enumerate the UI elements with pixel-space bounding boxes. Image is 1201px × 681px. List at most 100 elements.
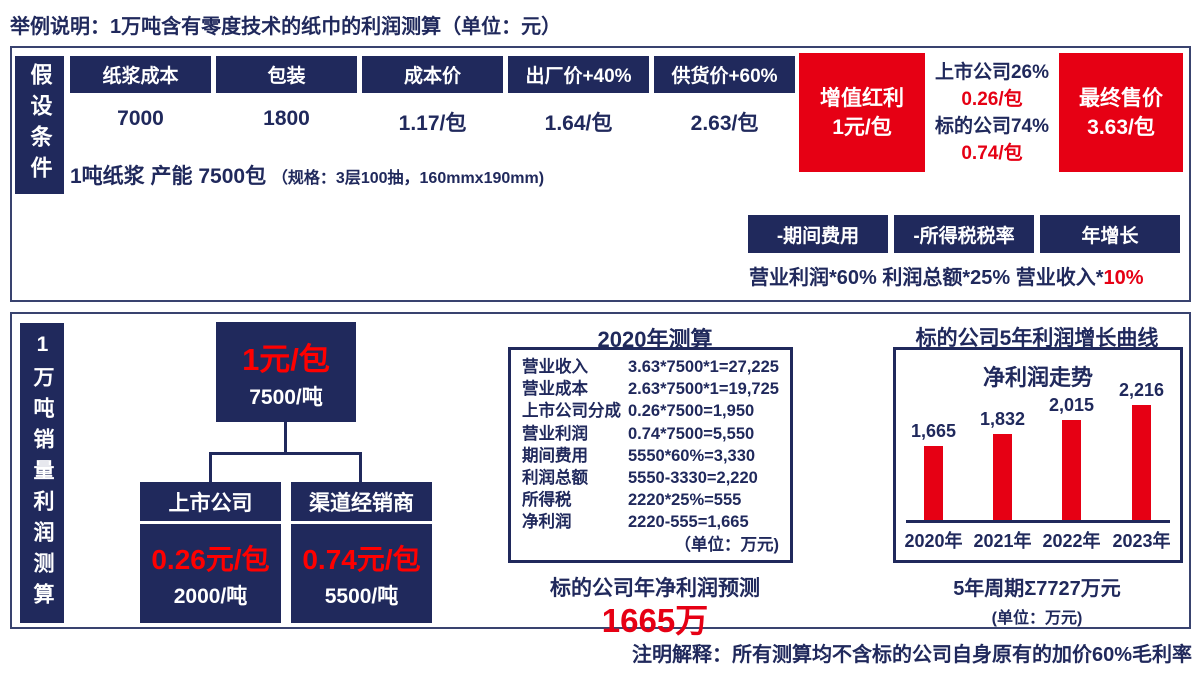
cost-column: 纸浆成本 7000 xyxy=(70,56,211,137)
calc-2020-table: 营业收入 3.63*7500*1=27,225 营业成本 2.63*7500*1=19… xyxy=(508,347,793,563)
cost-column-value: 7000 xyxy=(117,107,164,130)
assumptions-sidebar-label: 假设条件 xyxy=(15,56,64,194)
split-target-label: 标的公司74% xyxy=(934,115,1050,137)
capacity-spec: （规格：3层100抽，160mmx190mm) xyxy=(271,170,545,187)
calc-row-formula: 0.74*7500=5,550 xyxy=(628,424,755,443)
cost-column: 成本价 1.17/包 xyxy=(362,56,503,137)
deduction-box: -期间费用 xyxy=(748,215,888,253)
cost-column: 供货价+60% 2.63/包 xyxy=(654,56,795,137)
deduction-box: 年增长 xyxy=(1040,215,1180,253)
bonus-cell: 增值红利 1元/包 xyxy=(799,53,925,172)
cost-column-header: 供货价+60% xyxy=(654,56,795,93)
calc-row: 所得税 2220*25%=555 xyxy=(522,489,779,511)
calc-unit-note: （单位：万元) xyxy=(674,535,780,554)
cost-columns: 纸浆成本 7000 包装 1800 成本价 1.17/包 出厂价+40% 1.64/包 供货价+… xyxy=(70,56,795,137)
calc-row-formula: 2.63*7500*1=19,725 xyxy=(628,380,779,399)
deduction-box: -所得税税率 xyxy=(894,215,1034,253)
connector-drop-right xyxy=(359,452,362,484)
chart-bar xyxy=(993,434,1012,520)
calc-row-formula: 0.26*7500=1,950 xyxy=(628,402,755,421)
root-capacity: 7500/吨 xyxy=(249,385,323,409)
calc-row-formula: 3.63*7500*1=27,225 xyxy=(628,358,779,376)
org-child-body: 0.26元/包 2000/吨 xyxy=(140,524,281,623)
footnote: 注明解释：所有测算均不含标的公司自身原有的加价60%毛利率 xyxy=(631,644,1192,666)
final-price-label: 最终售价 xyxy=(1079,86,1163,110)
bonus-label: 增值红利 xyxy=(820,86,904,110)
chart-bar-value: 1,832 xyxy=(979,409,1026,429)
connector-bar xyxy=(209,452,362,455)
split-cell: 上市公司26% 0.26/包 标的公司74% 0.74/包 xyxy=(925,53,1059,172)
capacity-note: 1吨纸浆 产能 7500包 （规格：3层100抽，160mmx190mm) xyxy=(70,160,544,190)
calc-row-formula: 5550-3330=2,220 xyxy=(628,469,758,488)
org-child-box: 上市公司 0.26元/包 2000/吨 xyxy=(140,482,281,623)
calc-row: 净利润 2220-555=1,665 xyxy=(522,511,779,533)
calc-row-label: 期间费用 xyxy=(522,446,588,465)
org-child-body: 0.74元/包 5500/吨 xyxy=(291,524,432,623)
capacity-text: 1吨纸浆 产能 7500包 xyxy=(70,165,267,188)
calc-row-formula: 2220-555=1,665 xyxy=(628,513,749,532)
deduction-formula-text: 营业利润*60% 利润总额*25% 营业收入* xyxy=(749,267,1104,289)
calc-row: 利润总额 5550-3330=2,220 xyxy=(522,467,779,489)
chart-unit-note: (单位：万元) xyxy=(991,610,1083,627)
chart-title: 标的公司5年利润增长曲线 xyxy=(915,327,1159,350)
assumptions-section: 假设条件 纸浆成本 7000 包装 1800 成本价 1.17/包 出厂价+40% 1.64/… xyxy=(10,46,1191,302)
chart-year-label: 2021年 xyxy=(973,531,1032,551)
bonus-price-block: 增值红利 1元/包 上市公司26% 0.26/包 标的公司74% 0.74/包 … xyxy=(799,53,1183,172)
page-title: 举例说明：1万吨含有零度技术的纸巾的利润测算（单位：元） xyxy=(10,16,562,38)
bonus-value: 1元/包 xyxy=(832,115,892,139)
chart-bar xyxy=(924,446,943,520)
calc-row-label: 利润总额 xyxy=(522,469,588,488)
calc-row-label: 上市公司分成 xyxy=(522,402,621,421)
org-child-name: 上市公司 xyxy=(140,482,281,521)
calc-row-formula: 5550*60%=3,330 xyxy=(628,446,756,465)
forecast-label: 标的公司年净利润预测 xyxy=(550,577,760,600)
org-child-capacity: 2000/吨 xyxy=(173,584,248,608)
split-company-label: 上市公司26% xyxy=(934,61,1050,83)
deduction-boxes: -期间费用 -所得税税率 年增长 xyxy=(748,215,1180,253)
cost-column-value: 1.64/包 xyxy=(544,112,613,135)
chart-year-label: 2022年 xyxy=(1042,531,1101,551)
chart-bar-value: 2,216 xyxy=(1118,380,1165,400)
chart-x-axis xyxy=(906,520,1170,523)
connector-drop-left xyxy=(209,452,212,484)
calc-row-label: 净利润 xyxy=(522,513,572,532)
profit-model-section: 1万吨销量利润测算 1元/包 7500/吨 上市公司 0.26元/包 2000/吨 渠… xyxy=(10,312,1191,639)
calc-row-label: 所得税 xyxy=(522,491,572,510)
cost-column: 包装 1800 xyxy=(216,56,357,137)
chart-bar-value: 2,015 xyxy=(1048,395,1095,415)
calc-row: 营业利润 0.74*7500=5,550 xyxy=(522,423,779,445)
calc-row-formula: 2220*25%=555 xyxy=(628,491,742,510)
chart-year-label: 2023年 xyxy=(1112,531,1171,551)
calc-row-label: 营业收入 xyxy=(522,358,588,376)
root-price-box: 1元/包 7500/吨 xyxy=(216,322,356,422)
chart-sum-note: 5年周期Σ7727万元 xyxy=(953,578,1121,600)
chart-year-label: 2020年 xyxy=(904,531,963,551)
chart-bar xyxy=(1132,405,1151,520)
cost-column-value: 2.63/包 xyxy=(690,112,759,135)
final-price-value: 3.63/包 xyxy=(1087,115,1155,139)
cost-column: 出厂价+40% 1.64/包 xyxy=(508,56,649,137)
chart-inner-title: 净利润走势 xyxy=(982,365,1093,390)
org-child-box: 渠道经销商 0.74元/包 5500/吨 xyxy=(291,482,432,623)
chart-bar-value: 1,665 xyxy=(910,421,957,441)
calc-row-label: 营业成本 xyxy=(522,380,588,399)
split-target-value: 0.74/包 xyxy=(961,142,1023,164)
chart-bar xyxy=(1062,420,1081,520)
model-sidebar-label: 1万吨销量利润测算 xyxy=(20,323,64,623)
root-price: 1元/包 xyxy=(242,341,330,377)
org-child-capacity: 5500/吨 xyxy=(324,584,399,608)
cost-column-value: 1.17/包 xyxy=(398,112,467,135)
forecast-value: 1665万 xyxy=(601,602,709,639)
calc-row: 期间费用 5550*60%=3,330 xyxy=(522,445,779,467)
split-company-value: 0.26/包 xyxy=(961,88,1023,110)
calc-row: 营业成本 2.63*7500*1=19,725 xyxy=(522,378,779,400)
cost-column-header: 纸浆成本 xyxy=(70,56,211,93)
cost-column-header: 包装 xyxy=(216,56,357,93)
profit-bar-chart: 净利润走势 1,665 1,832 2,015 2,216 2020年 2021年 202… xyxy=(893,347,1183,563)
org-child-price: 0.26元/包 xyxy=(151,543,270,575)
calc-row-label: 营业利润 xyxy=(522,424,588,443)
deduction-formula-growth: 10% xyxy=(1103,267,1144,289)
calc-row: 上市公司分成 0.26*7500=1,950 xyxy=(522,400,779,422)
deduction-formula: 营业利润*60% 利润总额*25% 营业收入*10% xyxy=(749,261,1144,290)
